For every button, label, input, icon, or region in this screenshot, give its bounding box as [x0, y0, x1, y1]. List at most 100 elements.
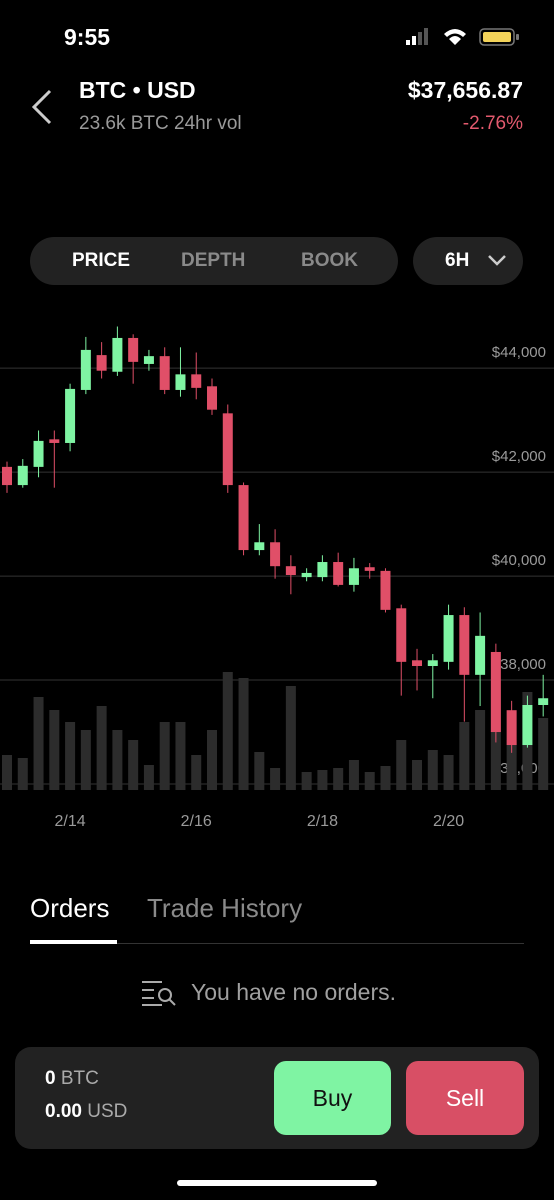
- usd-amount: 0.00: [45, 1101, 82, 1122]
- candle-body: [159, 356, 170, 390]
- volume-bar: [412, 760, 423, 790]
- x-tick-label: 2/16: [181, 813, 212, 830]
- volume-bar: [17, 758, 28, 790]
- orders-tab[interactable]: Orders: [30, 893, 110, 923]
- volume-bar: [2, 755, 12, 790]
- volume-bar: [348, 760, 359, 790]
- candle-body: [207, 386, 218, 410]
- sell-button[interactable]: Sell: [406, 1061, 524, 1135]
- chart-tab[interactable]: BOOK: [301, 250, 358, 271]
- candle-body: [490, 651, 501, 733]
- candle-body: [475, 635, 486, 675]
- candle-body: [285, 566, 296, 576]
- volume-bar: [396, 740, 407, 790]
- chart-tab[interactable]: DEPTH: [181, 250, 246, 271]
- candle-body: [443, 615, 454, 662]
- usd-unit: USD: [87, 1101, 128, 1122]
- interval-label: 6H: [445, 250, 470, 271]
- tab-indicator: [30, 940, 117, 944]
- candle-body: [238, 485, 249, 551]
- candle-body: [506, 710, 517, 746]
- volume-bar: [270, 768, 281, 790]
- candle-body: [17, 465, 28, 486]
- candle-body: [348, 568, 359, 585]
- y-tick-label: $38,000: [492, 656, 546, 673]
- interval-selector[interactable]: [413, 237, 523, 285]
- volume-bar: [380, 766, 391, 790]
- empty-message: You have no orders.: [191, 979, 397, 1005]
- volume-bar: [538, 718, 549, 790]
- volume-bar: [33, 697, 44, 790]
- volume-bar: [80, 730, 91, 790]
- volume-bar: [317, 770, 328, 790]
- volume-bar: [506, 740, 517, 790]
- candle-body: [396, 608, 407, 662]
- candle-body: [49, 439, 60, 443]
- candle-body: [80, 349, 91, 390]
- volume-bar: [207, 730, 218, 790]
- btc-amount: 0: [45, 1068, 56, 1089]
- volume-24h: 23.6k BTC 24hr vol: [79, 113, 242, 134]
- btc-balance: 0 BTC: [45, 1068, 99, 1090]
- candle-body: [128, 337, 139, 362]
- no-orders-icon: [142, 981, 176, 1006]
- candle-body: [33, 440, 44, 467]
- candle-body: [65, 388, 76, 443]
- volume-bar: [222, 672, 233, 790]
- y-tick-label: $36,000: [492, 760, 546, 777]
- chart-tab[interactable]: PRICE: [72, 250, 131, 271]
- buy-button[interactable]: Buy: [274, 1061, 391, 1135]
- volume-bar: [96, 706, 107, 790]
- candle-body: [522, 704, 533, 746]
- usd-balance: 0.00 USD: [45, 1101, 127, 1123]
- volume-bar: [238, 678, 249, 790]
- home-indicator: [177, 1180, 377, 1186]
- volume-bar: [175, 722, 186, 790]
- candle-body: [301, 572, 312, 578]
- candle-body: [317, 562, 328, 578]
- pair-title: BTC • USD: [79, 77, 196, 103]
- btc-unit: BTC: [60, 1068, 99, 1089]
- back-button[interactable]: [30, 88, 54, 126]
- price-chart: $36,000 $38,000 $40,000 $42,000 $44,000 2/14 2…: [0, 326, 554, 830]
- candle-body: [222, 413, 233, 486]
- candle-body: [191, 374, 202, 388]
- candle-body: [538, 698, 549, 705]
- y-tick-label: $40,000: [492, 552, 546, 569]
- candle-body: [459, 615, 470, 675]
- volume-bar: [143, 765, 154, 790]
- volume-bar: [191, 755, 202, 790]
- y-tick-label: $42,000: [492, 448, 546, 465]
- volume-bar: [65, 722, 76, 790]
- volume-bar: [128, 740, 139, 790]
- candle-body: [270, 542, 281, 567]
- trade-history-tab[interactable]: Trade History: [147, 893, 303, 923]
- candle-body: [427, 660, 438, 667]
- volume-bar: [459, 722, 470, 790]
- volume-bar: [333, 768, 344, 790]
- candle-body: [364, 567, 375, 571]
- volume-bar: [364, 772, 375, 790]
- candle-body: [380, 570, 391, 610]
- status-icons: [406, 28, 519, 46]
- candle-body: [412, 660, 423, 667]
- candle-body: [112, 337, 123, 372]
- candle-body: [96, 355, 107, 371]
- volume-bar: [427, 750, 438, 790]
- tab-divider: [30, 943, 524, 944]
- status-time: 9:55: [64, 24, 111, 50]
- volume-bar: [475, 710, 486, 790]
- volume-bar: [285, 686, 296, 790]
- candle-body: [254, 542, 265, 551]
- candle-body: [333, 562, 344, 585]
- x-tick-label: 2/14: [55, 813, 86, 830]
- y-tick-label: $44,000: [492, 344, 546, 361]
- chart-tab-bar: [30, 237, 398, 285]
- candle-body: [143, 356, 154, 364]
- candle-body: [2, 466, 12, 486]
- dropdown-chevron: [488, 255, 506, 266]
- price-change: -2.76%: [462, 113, 523, 134]
- last-price: $37,656.87: [407, 77, 523, 103]
- volume-bar: [159, 722, 170, 790]
- volume-bar: [301, 772, 312, 790]
